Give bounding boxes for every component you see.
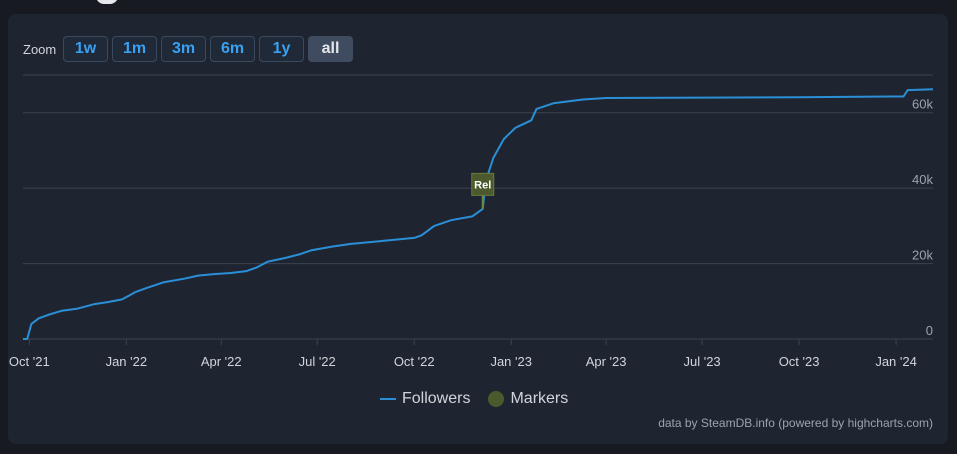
x-tick-label: Apr '22 [201,354,242,369]
chart-credits[interactable]: data by SteamDB.info (powered by highcha… [658,416,933,430]
chart-panel [8,14,948,444]
y-tick-label: 40k [912,172,933,187]
zoom-label: Zoom [23,42,57,57]
x-tick-label: Jul '22 [299,354,336,369]
x-tick-label: Oct '21 [9,354,50,369]
zoom-6m-button[interactable]: 6m [210,36,255,62]
y-tick-label: 0 [926,323,933,338]
page-heading-fragment [96,0,118,4]
marker-label: Rel [474,179,491,191]
x-tick-label: Jul '23 [683,354,720,369]
zoom-all-button[interactable]: all [308,36,353,62]
legend-followers-label: Followers [402,390,471,407]
zoom-1m-button[interactable]: 1m [112,36,157,62]
zoom-1w-button[interactable]: 1w [63,36,108,62]
x-tick-label: Jan '22 [106,354,148,369]
y-tick-label: 60k [912,97,933,112]
x-tick-label: Oct '22 [394,354,435,369]
markers-dot-icon [488,391,505,407]
x-tick-label: Apr '23 [586,354,627,369]
legend-item-followers[interactable]: Followers [380,390,470,408]
followers-line-icon [380,398,396,400]
y-tick-label: 20k [912,248,933,263]
chart-legend: Followers Markers [380,390,568,408]
x-tick-label: Oct '23 [779,354,820,369]
x-tick-label: Jan '23 [490,354,532,369]
series-line-followers [23,88,934,340]
legend-markers-label: Markers [510,390,569,407]
zoom-1y-button[interactable]: 1y [259,36,304,62]
legend-item-markers[interactable]: Markers [488,390,568,408]
zoom-3m-button[interactable]: 3m [161,36,206,62]
marker-box [471,172,495,196]
x-tick-label: Jan '24 [875,354,917,369]
